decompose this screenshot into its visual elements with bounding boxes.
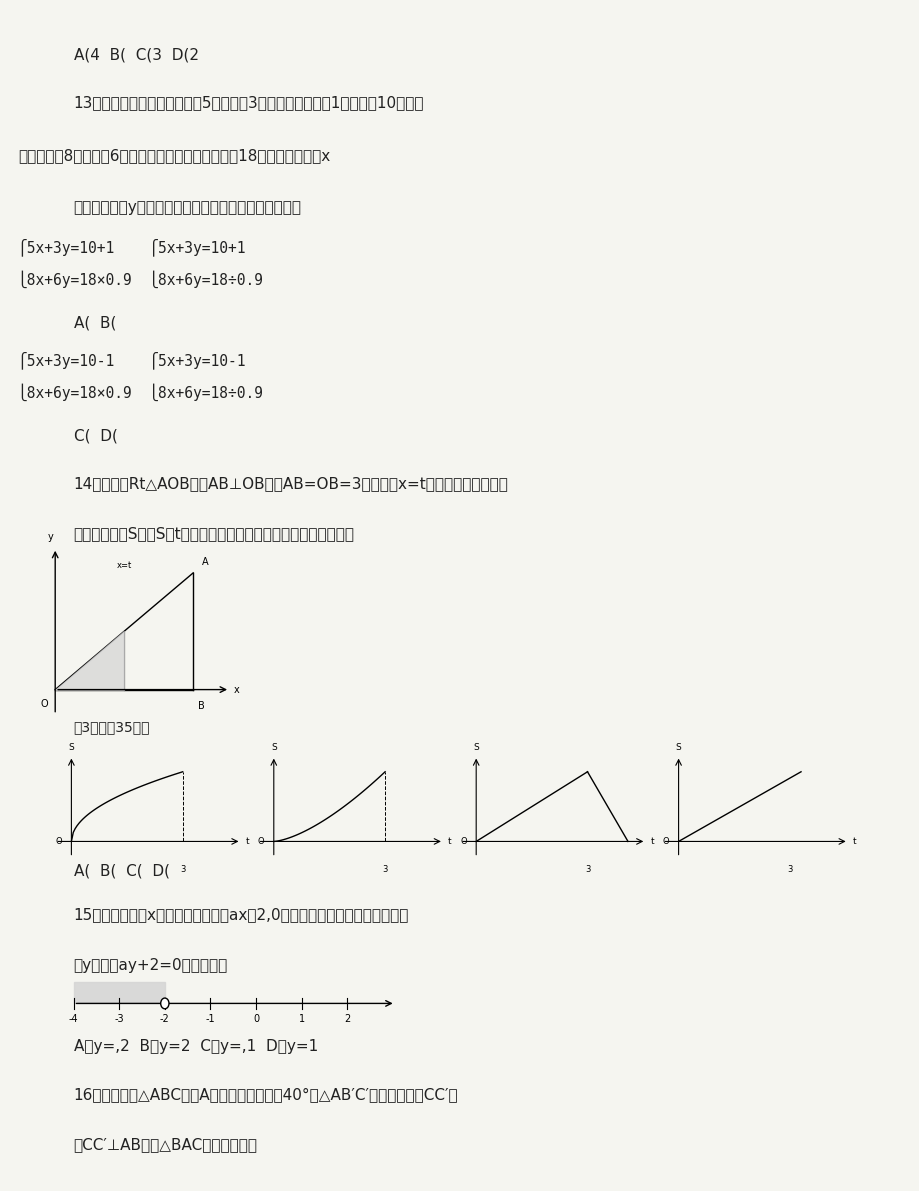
Text: A: A <box>202 557 209 567</box>
Text: A(  B(  C(  D(: A( B( C( D( <box>74 863 169 879</box>
Text: 2: 2 <box>344 1015 350 1024</box>
Text: -1: -1 <box>206 1015 215 1024</box>
Text: 第3页（共35页）: 第3页（共35页） <box>74 721 150 735</box>
Text: 部分的面积为S，则S与t之间的函数关系的图象为下列选项中的（）: 部分的面积为S，则S与t之间的函数关系的图象为下列选项中的（） <box>74 526 354 542</box>
Text: 元，包子每个y元，则所列二元一次方程组正确的是（）: 元，包子每个y元，则所列二元一次方程组正确的是（） <box>74 200 301 216</box>
Text: B: B <box>198 701 204 711</box>
Text: 1: 1 <box>299 1015 304 1024</box>
Text: S: S <box>675 743 681 753</box>
Text: 0: 0 <box>253 1015 259 1024</box>
Text: O: O <box>257 837 265 846</box>
Text: 若CC′⊥AB，则△BAC的大小是（）: 若CC′⊥AB，则△BAC的大小是（） <box>74 1137 257 1153</box>
Text: A（y=,2  B（y=2  C（y=,1  D（y=1: A（y=,2 B（y=2 C（y=,1 D（y=1 <box>74 1039 317 1054</box>
Text: -3: -3 <box>114 1015 124 1024</box>
Text: O: O <box>55 837 62 846</box>
Text: t: t <box>852 837 856 846</box>
Text: A(  B(: A( B( <box>74 316 116 331</box>
Text: t: t <box>245 837 249 846</box>
Text: ⎧5x+3y=10+1    ⎧5x+3y=10+1: ⎧5x+3y=10+1 ⎧5x+3y=10+1 <box>18 238 245 256</box>
Text: 于y的方程ay+2=0的解为（）: 于y的方程ay+2=0的解为（） <box>74 958 228 973</box>
Text: O: O <box>460 837 467 846</box>
Text: 16（如图，将△ABC绕点A按逆时针方向旋转40°到△AB′C′的位置，连接CC′，: 16（如图，将△ABC绕点A按逆时针方向旋转40°到△AB′C′的位置，连接CC… <box>74 1087 458 1103</box>
Text: -2: -2 <box>160 1015 169 1024</box>
Text: ⎧5x+3y=10-1    ⎧5x+3y=10-1: ⎧5x+3y=10-1 ⎧5x+3y=10-1 <box>18 351 245 369</box>
Text: t: t <box>448 837 451 846</box>
Text: A(4  B(  C(3  D(2: A(4 B( C(3 D(2 <box>74 48 199 63</box>
Text: y: y <box>48 532 53 542</box>
Text: S: S <box>68 743 74 753</box>
Text: C(  D(: C( D( <box>74 429 118 444</box>
Text: O: O <box>662 837 669 846</box>
Text: 3: 3 <box>787 865 792 874</box>
Text: O: O <box>40 699 48 709</box>
Polygon shape <box>55 631 124 690</box>
Text: 3: 3 <box>584 865 590 874</box>
Text: x: x <box>233 685 239 694</box>
Text: 红爸爸买了8个馒头，6个包子，老板九折优惠，只要18元（若馒头每个x: 红爸爸买了8个馒头，6个包子，老板九折优惠，只要18元（若馒头每个x <box>18 148 330 163</box>
Text: S: S <box>270 743 277 753</box>
Text: -4: -4 <box>69 1015 78 1024</box>
Text: 14（如图，Rt△AOB中，AB⊥OB，且AB=OB=3，设直线x=t截此三角形所得阴影: 14（如图，Rt△AOB中，AB⊥OB，且AB=OB=3，设直线x=t截此三角形… <box>74 476 508 492</box>
Text: 3: 3 <box>382 865 388 874</box>
Text: 3: 3 <box>180 865 186 874</box>
Text: 15（如图，关于x的一元一次不等式ax＞2,0的解集在数轴上表示如图，则关: 15（如图，关于x的一元一次不等式ax＞2,0的解集在数轴上表示如图，则关 <box>74 908 409 923</box>
Text: ⎩8x+6y=18×0.9  ⎩8x+6y=18÷0.9: ⎩8x+6y=18×0.9 ⎩8x+6y=18÷0.9 <box>18 270 263 288</box>
Text: S: S <box>472 743 479 753</box>
Circle shape <box>161 998 169 1009</box>
Polygon shape <box>74 981 165 1003</box>
Text: 13（早餐店里，李明妈妈买了5个馒头，3个包子，老板少要1元，只要10元；王: 13（早餐店里，李明妈妈买了5个馒头，3个包子，老板少要1元，只要10元；王 <box>74 95 424 111</box>
Text: ⎩8x+6y=18×0.9  ⎩8x+6y=18÷0.9: ⎩8x+6y=18×0.9 ⎩8x+6y=18÷0.9 <box>18 384 263 401</box>
Text: x=t: x=t <box>117 561 131 569</box>
Text: t: t <box>650 837 653 846</box>
